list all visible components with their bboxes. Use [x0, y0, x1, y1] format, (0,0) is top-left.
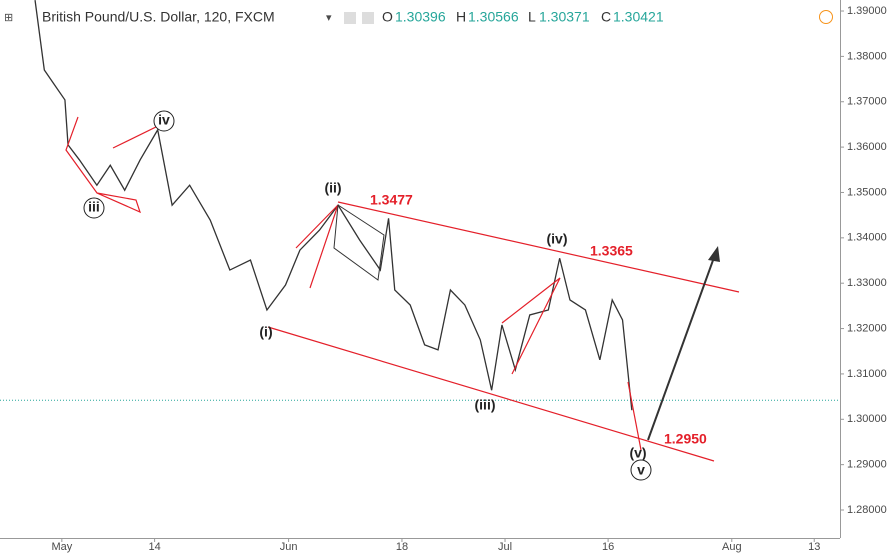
- wave-labels: iii iv (i) (ii) (iii) (iv) (v) v: [88, 112, 646, 478]
- x-tick-label: 16: [602, 541, 614, 553]
- price-label: 1.3477: [370, 192, 413, 208]
- forecast-arrow: [647, 251, 717, 441]
- wave-circle: [153, 110, 175, 132]
- wave-label: (iv): [547, 231, 568, 247]
- wave-label: (v): [629, 445, 646, 461]
- wave-lines: [501, 277, 561, 375]
- y-tick-label: 1.32000: [847, 322, 887, 334]
- y-tick-label: 1.31000: [847, 368, 887, 380]
- ohlc-label: L: [528, 9, 536, 25]
- y-tick-label: 1.34000: [847, 232, 887, 244]
- wave-label: v: [637, 462, 645, 478]
- x-tick-label: 18: [396, 541, 408, 553]
- x-tick-label: Aug: [722, 541, 742, 553]
- icon[interactable]: [362, 12, 374, 24]
- y-tick-label: 1.39000: [847, 5, 887, 17]
- wave-label: (i): [259, 324, 272, 340]
- x-tick-label: Jul: [498, 541, 512, 553]
- x-tick-label: Jun: [280, 541, 298, 553]
- y-tick-label: 1.36000: [847, 141, 887, 153]
- x-tick-label: 14: [148, 541, 160, 553]
- wave-label: iv: [158, 112, 170, 128]
- wave-line: [627, 381, 642, 451]
- wave-label: (ii): [324, 180, 341, 196]
- flag: [333, 204, 385, 281]
- y-tick-label: 1.29000: [847, 459, 887, 471]
- alert-icon[interactable]: [819, 10, 833, 24]
- ohlc-label: O: [382, 9, 393, 25]
- ohlc-value: 1.30396: [395, 9, 446, 25]
- x-tick-label: May: [51, 541, 72, 553]
- ohlc-label: H: [456, 9, 466, 25]
- x-tick-label: 13: [808, 541, 820, 553]
- wave-lines: [65, 116, 141, 214]
- arrow-head: [708, 246, 720, 262]
- crosshair-icon: ⊞: [4, 12, 13, 24]
- y-tick-label: 1.38000: [847, 50, 887, 62]
- channel-lower: [267, 326, 715, 462]
- ohlc-value: 1.30421: [613, 9, 664, 25]
- price-label: 1.3365: [590, 242, 633, 258]
- header: ⊞ British Pound/U.S. Dollar, 120, FXCM ▾…: [4, 9, 833, 25]
- price-label: 1.2950: [664, 431, 707, 447]
- icon[interactable]: [344, 12, 356, 24]
- chart-title: British Pound/U.S. Dollar, 120, FXCM: [42, 9, 275, 25]
- wave-circle: [83, 197, 105, 219]
- ohlc-value: 1.30371: [539, 9, 590, 25]
- ohlc-label: C: [601, 9, 611, 25]
- y-tick-label: 1.30000: [847, 413, 887, 425]
- dropdown-icon: ▾: [326, 12, 332, 24]
- wave-line: [112, 124, 161, 149]
- channel-upper: [337, 201, 740, 293]
- price-line: [34, 0, 633, 411]
- y-tick-label: 1.28000: [847, 504, 887, 516]
- wave-label: (iii): [475, 397, 496, 413]
- drawings: [65, 110, 740, 481]
- wave-circle: [630, 459, 652, 481]
- y-tick-label: 1.37000: [847, 96, 887, 108]
- y-tick-label: 1.35000: [847, 186, 887, 198]
- wave-label: iii: [88, 199, 100, 215]
- ohlc-value: 1.30566: [468, 9, 519, 25]
- y-tick-label: 1.33000: [847, 277, 887, 289]
